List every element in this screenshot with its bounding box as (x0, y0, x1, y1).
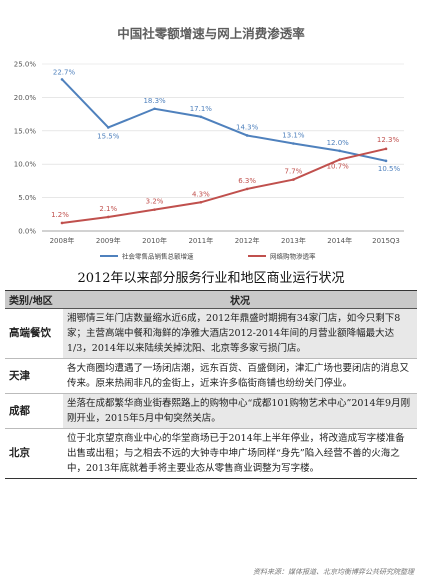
axis-labels: 25.0% 20.0% 15.0% 10.0% 5.0% 0.0% 2008年 2009年 20… (14, 61, 400, 246)
data-point (292, 178, 295, 181)
row-description: 位于北京望京商业中心的华堂商场已于2014年上半年停业，将改造成写字楼准备出售或… (63, 428, 417, 479)
x-tick-label: 2009年 (96, 236, 121, 245)
row-description: 坐落在成都繁华商业街春熙路上的购物中心“成都101购物艺术中心”2014年9月刚… (63, 393, 417, 429)
data-point (245, 187, 249, 191)
data-label: 4.3% (192, 190, 210, 198)
x-tick-label: 2010年 (142, 236, 167, 245)
chart-title: 中国社零额增速与网上消费渗透率 (117, 26, 305, 41)
source-note: 资料来源：媒体报道、北京均衡博弈公共研究院整理 (253, 568, 414, 576)
legend-item: 社会零售品销售总额增速 (100, 252, 194, 261)
x-tick-label: 2011年 (188, 236, 213, 245)
data-label: 1.2% (51, 211, 69, 219)
data-label: 22.7% (53, 68, 76, 76)
chart-container: 中国社零额增速与网上消费渗透率 25.0% 20.0% 15.0% 10.0% 5.0%… (0, 0, 422, 262)
y-tick-label: 0.0% (18, 228, 36, 236)
data-point (60, 78, 64, 81)
data-point (60, 221, 64, 225)
x-tick-label: 2014年 (327, 236, 352, 245)
x-tick-label: 2012年 (235, 236, 260, 245)
x-tick-label: 2015Q3 (372, 237, 400, 245)
header-category: 类别/地区 (5, 290, 63, 309)
table-row: 成都 坐落在成都繁华商业街春熙路上的购物中心“成都101购物艺术中心”2014年… (5, 393, 417, 429)
status-table: 类别/地区 状况 高端餐饮 湘鄂情三年门店数量缩水近6成，2012年鼎盛时期拥有… (5, 290, 417, 479)
table-row: 天津 各大商圈均遭遇了一场闭店潮，远东百货、百盛倒闭，津汇广场也要闭店的消息又传… (5, 358, 417, 394)
row-category: 天津 (5, 358, 63, 394)
data-label: 15.5% (97, 132, 120, 140)
data-label: 13.1% (282, 131, 305, 139)
series-line (61, 78, 387, 162)
data-point (292, 142, 295, 145)
y-tick-label: 15.0% (14, 127, 37, 135)
data-point (153, 208, 156, 211)
y-tick-label: 20.0% (14, 94, 37, 102)
table-header-row: 类别/地区 状况 (5, 290, 417, 309)
header-status: 状况 (63, 290, 417, 309)
table-row: 高端餐饮 湘鄂情三年门店数量缩水近6成，2012年鼎盛时期拥有34家门店，如今只… (5, 308, 417, 359)
data-point (384, 147, 388, 151)
data-label: 17.1% (190, 105, 213, 113)
data-label: 6.3% (238, 177, 256, 185)
data-point (338, 158, 342, 161)
data-point (106, 215, 110, 219)
data-label: 10.5% (378, 165, 401, 173)
data-label: 12.3% (377, 136, 400, 144)
line-chart: 中国社零额增速与网上消费渗透率 25.0% 20.0% 15.0% 10.0% 5.0%… (14, 26, 404, 261)
x-tick-label: 2013年 (281, 236, 306, 245)
row-description: 各大商圈均遭遇了一场闭店潮，远东百货、百盛倒闭，津汇广场也要闭店的消息又传来。原… (63, 358, 417, 394)
y-tick-label: 5.0% (18, 194, 36, 202)
series-1: 22.7% 15.5% 18.3% 17.1% 14.3% 13.1% 12.0% 10.5% (53, 68, 401, 172)
row-category: 北京 (5, 428, 63, 479)
data-label: 12.0% (327, 139, 350, 147)
data-label: 10.7% (327, 163, 350, 171)
data-point (153, 107, 156, 111)
row-category: 成都 (5, 393, 63, 429)
legend-label: 网络购物渗透率 (270, 252, 316, 261)
table-row: 北京 位于北京望京商业中心的华堂商场已于2014年上半年停业，将改造成写字楼准备… (5, 428, 417, 479)
data-label: 14.3% (236, 123, 259, 131)
data-point (199, 115, 203, 119)
x-tick-label: 2008年 (50, 236, 75, 245)
data-label: 3.2% (146, 198, 164, 206)
data-point (338, 149, 342, 153)
legend: 社会零售品销售总额增速 网络购物渗透率 (100, 252, 316, 261)
gridlines (42, 63, 404, 232)
series-layer: 22.7% 15.5% 18.3% 17.1% 14.3% 13.1% 12.0% 10.5%… (51, 68, 401, 225)
data-point (384, 159, 388, 163)
data-label: 18.3% (143, 97, 166, 105)
data-point (245, 134, 249, 137)
table-title: 2012年以来部分服务行业和地区商业运行状况 (77, 271, 345, 286)
data-label: 7.7% (285, 168, 303, 176)
y-tick-label: 25.0% (14, 61, 37, 69)
legend-item: 网络购物渗透率 (248, 252, 316, 261)
row-description: 湘鄂情三年门店数量缩水近6成，2012年鼎盛时期拥有34家门店，如今只剩下8家；… (63, 308, 417, 359)
data-label: 2.1% (99, 205, 117, 213)
y-tick-label: 10.0% (14, 161, 37, 169)
legend-label: 社会零售品销售总额增速 (122, 252, 194, 261)
data-point (199, 200, 203, 204)
row-category: 高端餐饮 (5, 308, 63, 359)
series-2: 1.2% 2.1% 3.2% 4.3% 6.3% 7.7% 10.7% 12.3% (51, 136, 400, 225)
series-line (61, 147, 387, 224)
data-point (106, 126, 110, 129)
